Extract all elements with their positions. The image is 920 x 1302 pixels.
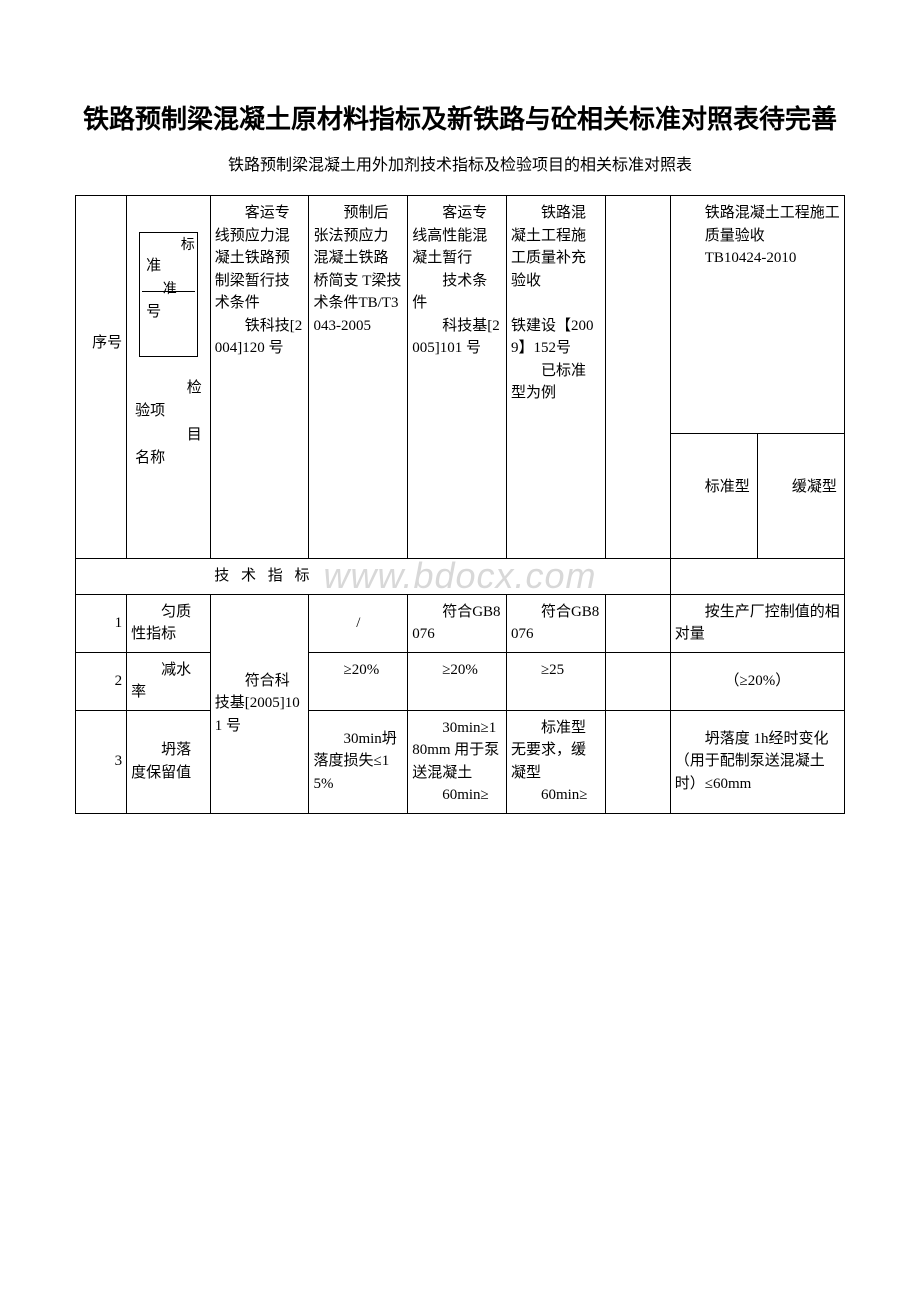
page-title: 铁路预制梁混凝土原材料指标及新铁路与砼相关标准对照表待完善	[75, 100, 845, 139]
standards-table: 序号 标 准 准 号 检 验项 目 名称 客运专线预应力混凝	[75, 195, 845, 814]
header-std2: 预制后张法预应力混凝土铁路桥简支 T梁技术条件TB/T3043-2005	[309, 196, 408, 559]
header-sub1: 标准型	[670, 434, 757, 559]
table-header-row: 序号 标 准 准 号 检 验项 目 名称 客运专线预应力混凝	[76, 196, 845, 434]
page-subtitle: 铁路预制梁混凝土用外加剂技术指标及检验项目的相关标准对照表	[75, 151, 845, 175]
header-std3: 客运专线高性能混凝土暂行 技术条件 科技基[2005]101 号	[408, 196, 507, 559]
table-row: 3 坍落度保留值 30min坍落度损失≤15% 30min≥180mm 用于泵送…	[76, 710, 845, 813]
table-row: 2 减水率 ≥20% ≥20% ≥25 （≥20%）	[76, 652, 845, 710]
tech-indicator-row: 技 术 指 标	[76, 559, 845, 595]
cell-item: 坍落度保留值	[127, 710, 211, 813]
cell-item: 减水率	[127, 652, 211, 710]
cell: ≥25	[506, 652, 605, 710]
header-std1: 客运专线预应力混凝土铁路预制梁暂行技术条件 铁科技[2004]120 号	[210, 196, 309, 559]
cell-seq: 1	[76, 594, 127, 652]
cell: 坍落度 1h经时变化（用于配制泵送混凝土时）≤60mm	[670, 710, 844, 813]
cell	[605, 710, 670, 813]
cell: 按生产厂控制值的相对量	[670, 594, 844, 652]
cell: 30min≥180mm 用于泵送混凝土 60min≥	[408, 710, 507, 813]
cell	[605, 594, 670, 652]
header-item: 标 准 准 号 检 验项 目 名称	[127, 196, 211, 559]
cell-std1-merged: 符合科技基[2005]101 号	[210, 594, 309, 813]
cell: /	[309, 594, 408, 652]
cell-item: 匀质性指标	[127, 594, 211, 652]
header-seq: 序号	[76, 196, 127, 559]
cell: ≥20%	[408, 652, 507, 710]
header-std4: 铁路混凝土工程施工质量补充验收 铁建设【2009】152号 已标准型为例	[506, 196, 605, 559]
cell: （≥20%）	[670, 652, 844, 710]
cell: 30min坍落度损失≤15%	[309, 710, 408, 813]
table-row: 1 匀质性指标 符合科技基[2005]101 号 / 符合GB8076 符合GB…	[76, 594, 845, 652]
cell-seq: 3	[76, 710, 127, 813]
cell: 标准型无要求，缓凝型 60min≥	[506, 710, 605, 813]
header-blank	[605, 196, 670, 559]
header-merged: 铁路混凝土工程施工 质量验收 TB10424-2010	[670, 196, 844, 434]
header-sub2: 缓凝型	[757, 434, 844, 559]
cell: ≥20%	[309, 652, 408, 710]
cell: 符合GB8076	[506, 594, 605, 652]
cell-seq: 2	[76, 652, 127, 710]
cell	[605, 652, 670, 710]
cell: 符合GB8076	[408, 594, 507, 652]
